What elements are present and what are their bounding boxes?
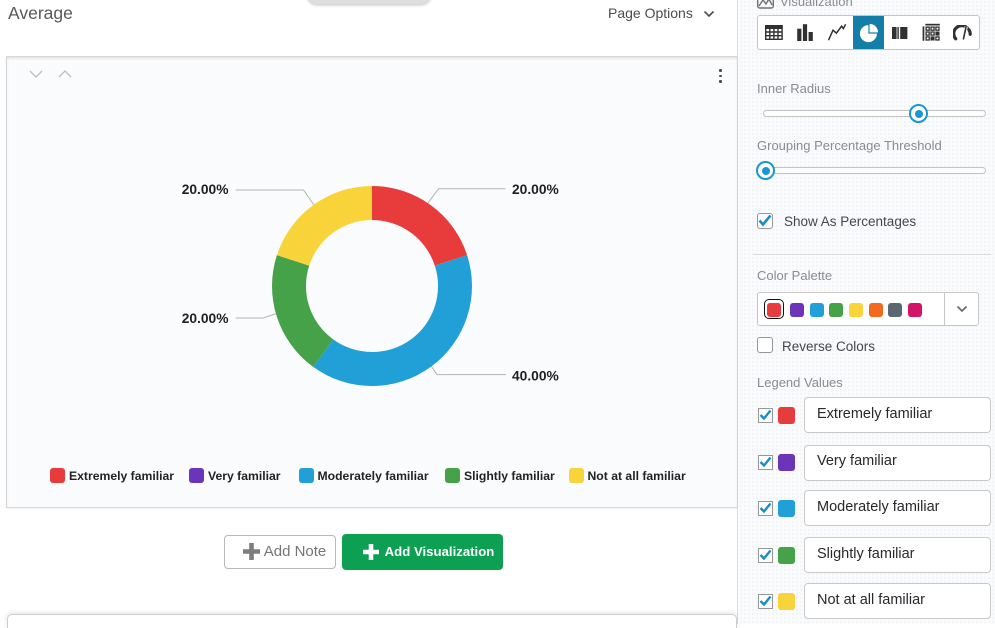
svg-text:20.00%: 20.00% — [512, 182, 559, 197]
svg-text:20.00%: 20.00% — [182, 311, 229, 326]
svg-text:40.00%: 40.00% — [512, 368, 559, 383]
svg-text:20.00%: 20.00% — [182, 182, 229, 197]
